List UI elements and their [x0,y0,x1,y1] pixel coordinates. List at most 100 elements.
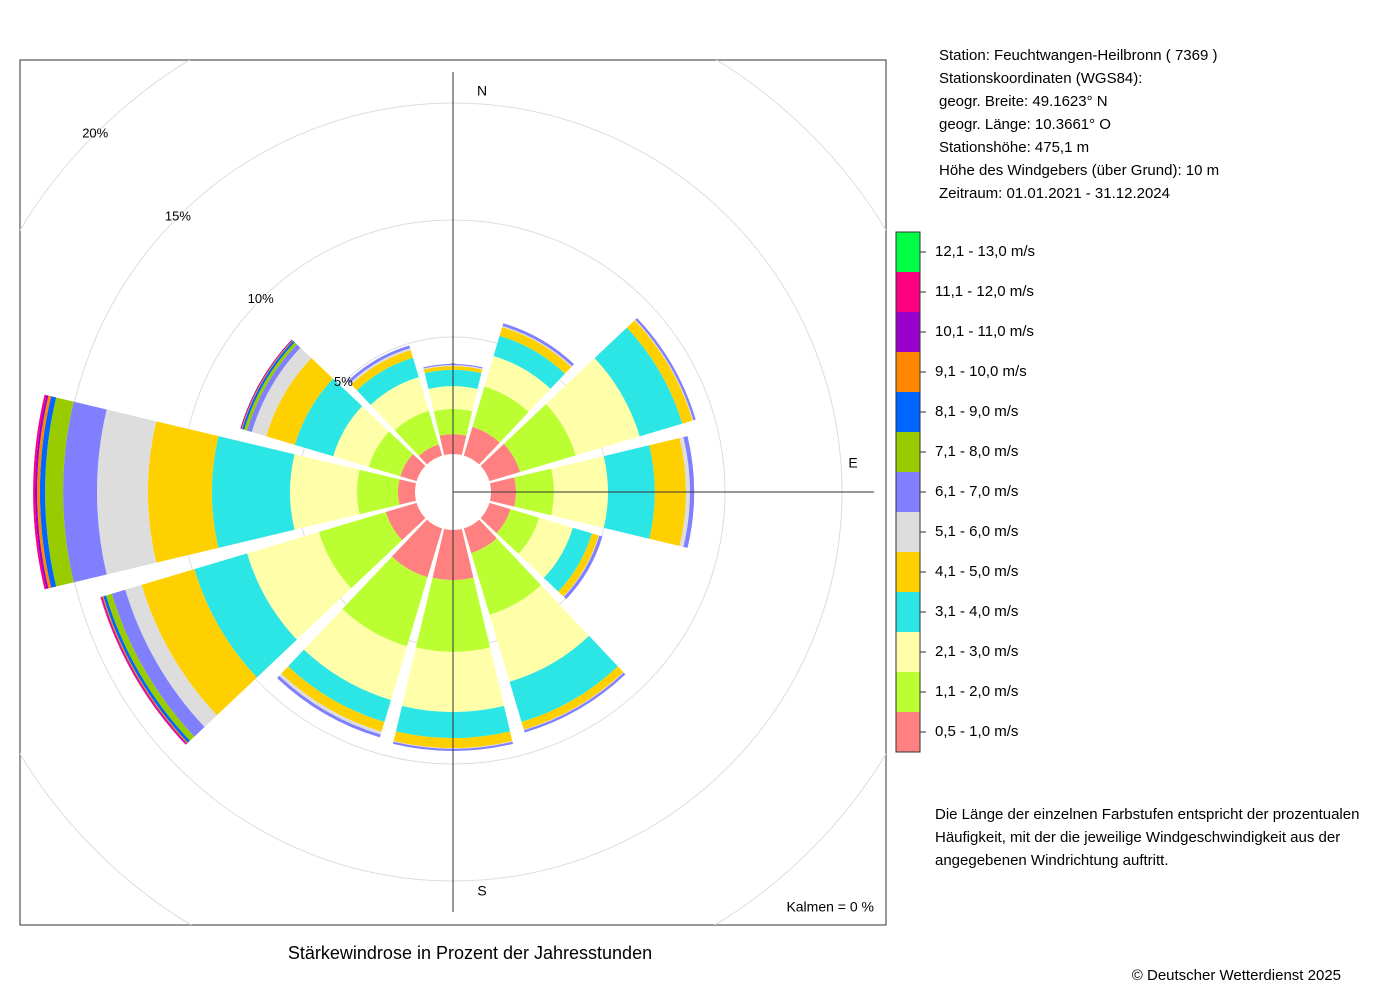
rose-segment [679,437,690,547]
rose-segment [303,609,407,700]
rose-segment [471,538,542,615]
legend-label: 2,1 - 3,0 m/s [935,643,1018,660]
rose-segment [418,444,443,465]
rose-segment [148,421,219,563]
legend-label: 8,1 - 9,0 m/s [935,403,1018,420]
rose-segment [480,502,511,534]
rose-segment [394,410,439,456]
rose-segment [543,527,592,592]
legend-label: 1,1 - 2,0 m/s [935,683,1018,700]
info-line: Zeitraum: 01.01.2021 - 31.12.2024 [939,185,1170,202]
rose-segment [563,535,603,600]
note-line: Die Länge der einzelnen Farbstufen entsp… [935,806,1359,823]
rose-segment [463,519,497,554]
rose-segment [266,358,334,445]
rose-segment [34,395,49,589]
legend-label: 7,1 - 8,0 m/s [935,443,1018,460]
note-line: angegebenen Windrichtung auftritt. [935,852,1169,869]
rose-segment [342,556,428,647]
rose-segment [294,378,363,457]
direction-label: S [477,883,486,899]
rose-segment [489,585,590,682]
r-tick-label: 5% [334,374,353,389]
info-line: Höhe des Windgebers (über Grund): 10 m [939,162,1219,179]
legend-frame [895,231,921,753]
legend-swatch [896,552,920,592]
rose-segment [247,344,301,433]
legend-swatch [896,712,920,752]
rose-segment [290,454,360,530]
info-line: Stationskoordinaten (WGS84): [939,70,1142,87]
legend-label: 4,1 - 5,0 m/s [935,563,1018,580]
legend-swatch [896,352,920,392]
labels: 5% 10% 15% 20% N E S [82,83,857,899]
note-line: Häufigkeit, mit der die jeweilige Windge… [935,829,1340,846]
rose-segment [502,323,574,367]
rose-segment [281,666,385,732]
rose-segment [247,532,352,640]
rose-segment [518,517,573,578]
rose-segment [391,519,443,578]
rose-segment [33,394,47,590]
rose-segment [288,649,392,722]
legend-swatch [896,272,920,312]
rose-segment [244,342,297,431]
rose-segment [37,395,52,589]
legend-swatch [896,432,920,472]
legend-label: 10,1 - 11,0 m/s [935,323,1034,340]
rose-segment [347,345,411,383]
rose-segment [493,335,565,389]
rose-segment [499,327,572,374]
rose-segment [385,502,426,541]
legend-swatch [896,632,920,672]
rose-segment [594,327,683,437]
legend-swatch [896,592,920,632]
rose-segment [423,365,483,370]
legend-label: 11,1 - 12,0 m/s [935,283,1034,300]
rose-segment [463,426,500,465]
rose-segment [397,479,417,505]
legend-swatch [896,472,920,512]
legend-swatch [896,512,920,552]
rose-segment [393,741,513,751]
rose-segment [96,409,157,575]
r-tick-label: 15% [165,208,191,223]
rose-segment [546,358,640,456]
rose-segment [484,356,551,413]
rose-segment [349,348,411,385]
rose-segment [194,553,297,678]
info-line: Stationshöhe: 475,1 m [939,139,1089,156]
info-line: geogr. Breite: 49.1623° N [939,93,1108,110]
rose-segment [496,509,540,554]
station-info: Station: Feuchtwangen-Heilbronn ( 7369 )… [939,47,1219,202]
legend-swatch [896,672,920,712]
legend-swatch [896,392,920,432]
legend-label: 3,1 - 4,0 m/s [935,603,1018,620]
rose [33,317,696,751]
rose-segment [125,584,217,727]
rose-segment [318,512,403,589]
rose-segment [400,454,426,482]
rose-segment [279,673,382,735]
direction-label: N [477,83,487,99]
legend-label: 6,1 - 7,0 m/s [935,483,1018,500]
rose-segment [333,406,390,467]
copyright: © Deutscher Wetterdienst 2025 [1132,967,1341,984]
legend-swatch [896,232,920,272]
rose-segment [509,635,618,722]
legend: 0,5 - 1,0 m/s 1,1 - 2,0 m/s 2,1 - 3,0 m/s 3… [895,231,1035,753]
chart-title: Stärkewindrose in Prozent der Jahresstun… [288,943,652,963]
rose-segment [626,320,693,424]
rose-segment [423,363,483,369]
info-line: Station: Feuchtwangen-Heilbronn ( 7369 ) [939,47,1218,64]
rose-segment [370,377,429,431]
calm-label: Kalmen = 0 % [786,899,874,915]
rose-segment [368,431,413,477]
rose-segment [141,569,257,716]
rose-segment [39,396,57,588]
rose-segment [277,675,381,738]
r-tick-label: 20% [82,126,108,141]
rose-segment [480,443,521,482]
